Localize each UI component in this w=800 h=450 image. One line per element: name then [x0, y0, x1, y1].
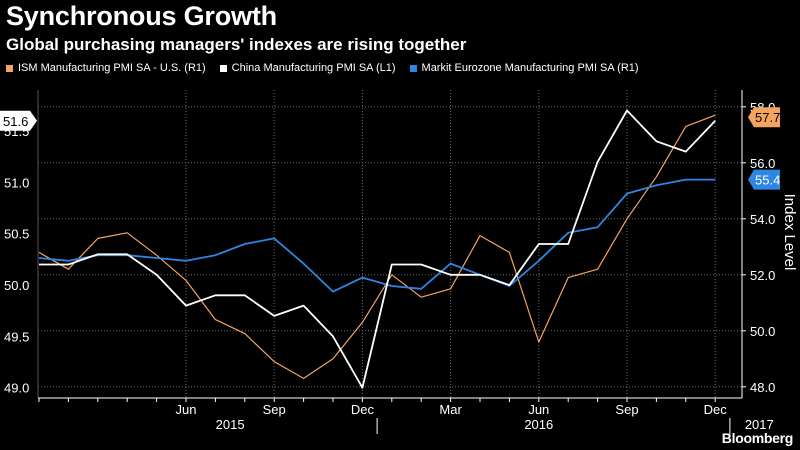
- last-value-label-china: 51.6: [3, 114, 28, 129]
- right-tick-label: 52.0: [750, 268, 775, 283]
- last-value-box-ism: [748, 107, 780, 128]
- legend: ISM Manufacturing PMI SA - U.S. (R1) Chi…: [6, 61, 653, 75]
- year-label: 2016: [524, 417, 553, 432]
- year-label: 2017: [745, 417, 774, 432]
- x-tick-label: Jun: [528, 402, 549, 417]
- line-china: [39, 109, 716, 389]
- legend-swatch-china: [219, 64, 227, 72]
- legend-item-china: China Manufacturing PMI SA (L1): [219, 62, 396, 74]
- left-tick-label: 50.5: [4, 227, 29, 242]
- line-eurozone: [38, 178, 716, 293]
- last-value-box-eurozone: [748, 169, 780, 190]
- right-tick-label: 54.0: [750, 212, 775, 227]
- left-tick-label: 49.5: [4, 329, 29, 344]
- x-tick-label: Dec: [704, 402, 728, 417]
- year-label: 2015: [216, 417, 245, 432]
- legend-item-eurozone: Markit Eurozone Manufacturing PMI SA (R1…: [409, 62, 639, 74]
- last-value-label-eurozone: 55.4: [755, 173, 780, 188]
- last-value-label-ism: 57.7: [755, 110, 780, 125]
- right-tick-label: 50.0: [750, 324, 775, 339]
- right-tick-label: 56.0: [750, 156, 775, 171]
- left-tick-label: 50.0: [4, 278, 29, 293]
- last-value-box-china: [0, 110, 37, 131]
- x-tick-label: Dec: [351, 402, 375, 417]
- x-tick-label: Sep: [615, 402, 638, 417]
- source-label: Bloomberg: [721, 430, 794, 446]
- legend-label-china: China Manufacturing PMI SA (L1): [231, 62, 396, 74]
- x-tick-label: Jun: [176, 402, 197, 417]
- chart-subtitle: Global purchasing managers' indexes are …: [6, 35, 467, 54]
- x-tick-label: Sep: [263, 402, 286, 417]
- right-axis-label: Index Level: [781, 194, 798, 271]
- legend-label-ism: ISM Manufacturing PMI SA - U.S. (R1): [18, 62, 206, 74]
- legend-swatch-eurozone: [409, 64, 417, 72]
- right-tick-label: 48.0: [750, 380, 775, 395]
- left-tick-label: 51.0: [4, 175, 29, 190]
- legend-item-ism: ISM Manufacturing PMI SA - U.S. (R1): [6, 62, 206, 74]
- chart-title: Synchronous Growth: [6, 1, 277, 31]
- left-tick-label: 49.0: [4, 381, 29, 396]
- legend-label-eurozone: Markit Eurozone Manufacturing PMI SA (R1…: [421, 62, 639, 74]
- legend-swatch-ism: [6, 64, 13, 72]
- x-tick-label: Mar: [439, 402, 462, 417]
- line-ism: [38, 114, 716, 379]
